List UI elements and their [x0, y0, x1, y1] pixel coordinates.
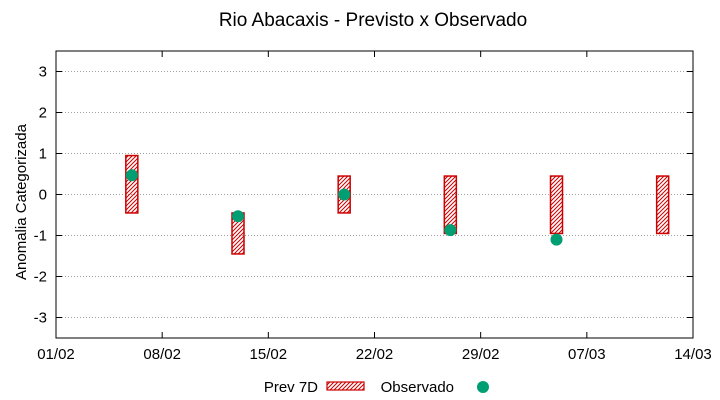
- observado-series: [125, 169, 563, 246]
- y-tick-label: 2: [39, 105, 47, 122]
- x-tick-labels: 01/02 08/02 15/02 22/02 29/02 07/03 14/03: [37, 346, 712, 363]
- y-axis-label: Anomalia Categorizada: [13, 123, 30, 280]
- observado-point: [550, 233, 563, 246]
- prev-7d-series: [125, 154, 670, 255]
- chart-title: Rio Abacaxis - Previsto x Observado: [219, 10, 527, 31]
- legend-marker-observado: [477, 381, 489, 393]
- y-tick-labels: -3 -2 -1 0 1 2 3: [34, 64, 47, 327]
- y-tick-label: -2: [34, 269, 47, 286]
- legend: Prev 7D Observado: [264, 379, 489, 396]
- prev-7d-bar: [125, 154, 139, 214]
- y-tick-label: 0: [39, 187, 47, 204]
- x-tick-label: 01/02: [37, 346, 75, 363]
- y-tick-label: 1: [39, 146, 47, 163]
- x-tick-label: 14/03: [674, 346, 712, 363]
- legend-label-prev-7d: Prev 7D: [264, 379, 318, 396]
- y-tick-label: 3: [39, 64, 47, 81]
- y-tick-label: -1: [34, 228, 47, 245]
- observado-point: [232, 210, 244, 223]
- x-tick-label: 29/02: [462, 346, 500, 363]
- legend-label-observado: Observado: [381, 379, 454, 396]
- observado-point: [125, 169, 138, 182]
- x-tick-label: 22/02: [356, 346, 394, 363]
- prev-7d-bar: [549, 175, 564, 235]
- x-tick-label: 08/02: [143, 346, 181, 363]
- y-tick-label: -3: [34, 310, 47, 327]
- plot-frame: [55, 50, 694, 339]
- grid-lines: [56, 71, 693, 318]
- prev-7d-bar: [655, 175, 670, 235]
- legend-swatch-prev-7d: [326, 381, 365, 391]
- x-tick-label: 15/02: [250, 346, 288, 363]
- observado-point: [444, 224, 457, 237]
- x-tick-label: 07/03: [568, 346, 606, 363]
- observado-point: [338, 188, 351, 201]
